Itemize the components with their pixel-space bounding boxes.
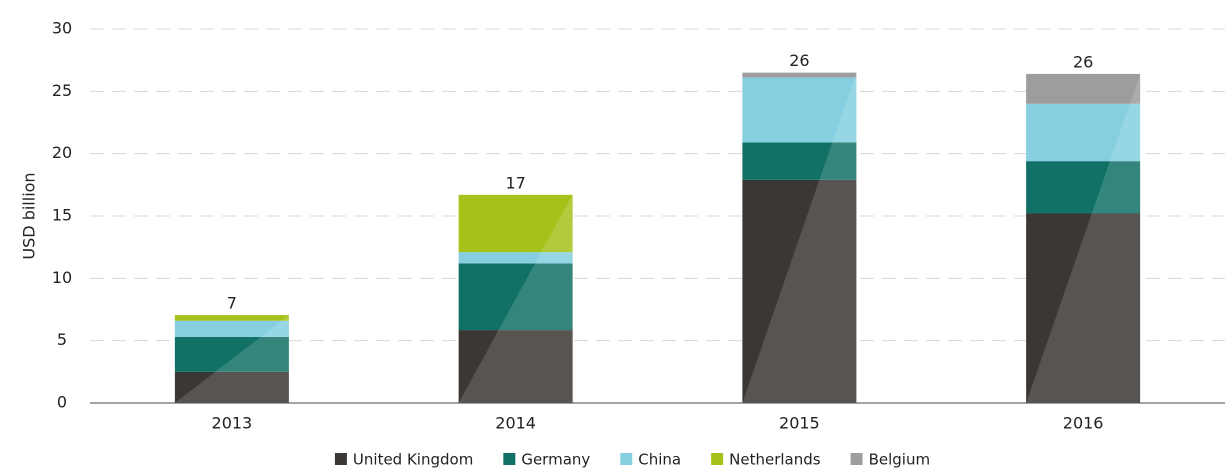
x-tick-label: 2013: [212, 414, 253, 433]
y-tick-label: 20: [52, 143, 72, 162]
bar-segment: [742, 179, 857, 403]
total-label: 7: [227, 294, 237, 313]
legend-label: United Kingdom: [353, 451, 473, 469]
bar-highlight: [174, 315, 289, 403]
total-label: 17: [505, 173, 525, 192]
legend-label: Belgium: [869, 451, 931, 469]
legend: United Kingdom Germany China Netherlands Bel…: [334, 451, 931, 469]
legend-label: Germany: [521, 451, 590, 469]
bar-segment: [174, 371, 289, 403]
legend-label: Netherlands: [729, 451, 821, 469]
bar-highlight: [1026, 73, 1141, 403]
y-tick-label: 30: [52, 19, 72, 38]
legend-label: China: [638, 451, 681, 469]
bar-segment: [174, 315, 289, 321]
y-tick-label: 0: [57, 393, 67, 412]
x-tick-label: 2014: [495, 414, 536, 433]
bar-segment: [1026, 213, 1141, 403]
y-tick-label: 10: [52, 268, 72, 287]
bar-segment: [458, 194, 573, 253]
bar-segment: [1026, 73, 1141, 104]
bar-segment: [458, 252, 573, 264]
legend-swatch: [334, 453, 347, 465]
bar-segment: [742, 72, 857, 78]
bar-segment: [174, 320, 289, 337]
bar-segment: [742, 77, 857, 143]
bar-segment: [1026, 103, 1141, 162]
bar-highlight: [458, 194, 573, 403]
legend-swatch: [711, 453, 724, 465]
y-tick-label: 15: [52, 206, 72, 225]
bar-segment: [458, 263, 573, 331]
bar-segment: [458, 330, 573, 403]
bar-segment: [174, 336, 289, 372]
x-tick-label: 2016: [1063, 414, 1104, 433]
legend-swatch: [503, 453, 516, 465]
y-axis-label: USD billion: [20, 172, 39, 259]
legend-swatch: [850, 453, 863, 465]
legend-swatch: [620, 453, 633, 465]
bar-segment: [1026, 161, 1141, 214]
x-tick-label: 2015: [779, 414, 820, 433]
total-label: 26: [1073, 52, 1093, 71]
y-tick-label: 25: [52, 81, 72, 100]
bar-segment: [742, 142, 857, 180]
bar-highlight: [742, 72, 857, 403]
y-tick-label: 5: [57, 330, 67, 349]
total-label: 26: [789, 51, 809, 70]
